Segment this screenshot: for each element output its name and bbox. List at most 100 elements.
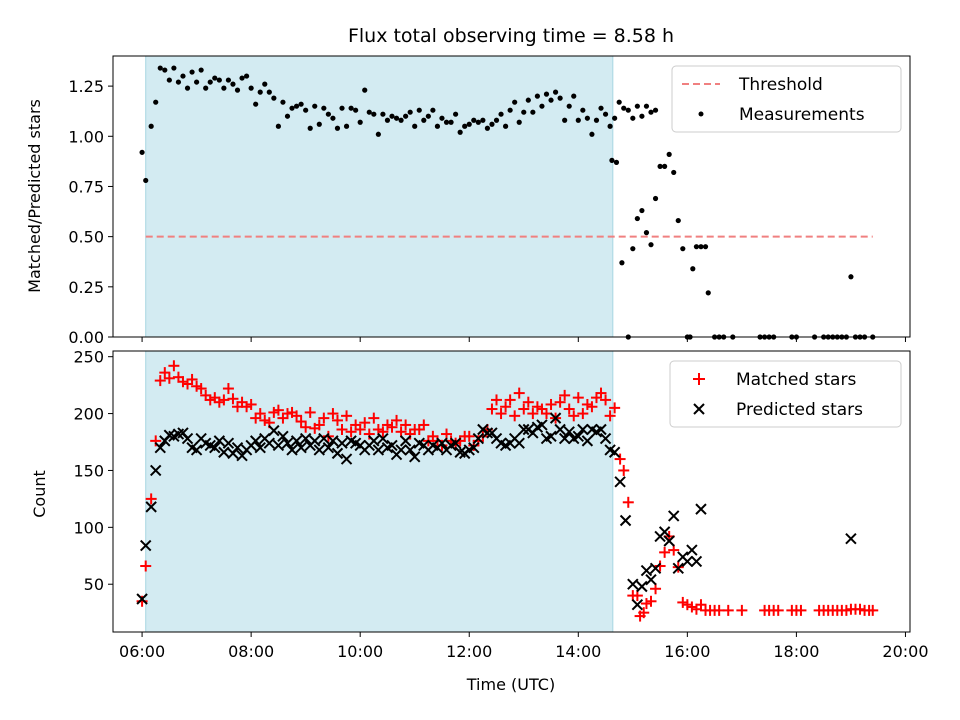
measurement-point (690, 266, 696, 272)
matched-point (563, 403, 575, 415)
matched-point (354, 423, 366, 435)
measurement-point (384, 117, 391, 123)
measurement-point (212, 75, 218, 81)
measurement-point (484, 125, 491, 131)
measurement-point (584, 115, 590, 121)
predicted-point (150, 464, 162, 477)
observing-window-shade-top (145, 56, 613, 337)
measurement-point (705, 290, 711, 296)
predicted-point (181, 432, 194, 445)
y-tick-label: 0.75 (68, 177, 104, 196)
predicted-point (222, 437, 235, 449)
predicted-point (536, 419, 548, 431)
predicted-point (649, 562, 662, 574)
y-tick-label: 0.00 (68, 328, 104, 347)
measurement-point (166, 77, 172, 83)
measurement-point (593, 117, 600, 123)
predicted-point (327, 435, 339, 447)
measurement-point (702, 244, 709, 250)
measurement-point (462, 123, 468, 129)
measurement-point (848, 274, 854, 280)
predicted-point (668, 510, 680, 522)
measurement-point (162, 67, 168, 73)
measurement-point (203, 85, 209, 91)
predicted-point (145, 501, 157, 513)
measurement-point (480, 117, 486, 123)
measurement-point (248, 85, 254, 91)
measurement-point (216, 77, 222, 83)
matched-point (254, 408, 266, 420)
matched-point (159, 367, 171, 379)
top-y-axis-label: Matched/Predicted stars (25, 99, 44, 293)
matched-point (300, 421, 312, 433)
measurement-point (652, 107, 659, 113)
y-tick-label: 1.25 (68, 77, 104, 96)
measurement-point (307, 125, 313, 131)
measurement-point (275, 123, 281, 129)
measurement-point (662, 163, 668, 169)
measurement-point (562, 117, 568, 123)
legend-predicted-swatch (693, 403, 705, 415)
predicted-point (340, 453, 353, 465)
legend-matched-label: Matched stars (736, 370, 856, 390)
measurement-point (493, 117, 500, 123)
matched-point (386, 421, 398, 433)
predicted-point (681, 555, 694, 568)
measurement-point (416, 107, 422, 113)
matched-point (504, 394, 516, 406)
matched-point (545, 398, 557, 410)
measurement-point (471, 117, 477, 123)
measurement-point (139, 149, 145, 155)
y-tick-label: 0.25 (68, 278, 104, 297)
measurement-point (257, 89, 263, 95)
legend-matched-swatch (693, 373, 705, 385)
measurement-point (189, 69, 195, 75)
predicted-point (322, 441, 335, 454)
predicted-point (690, 555, 703, 568)
matched-point (559, 389, 571, 401)
measurement-point (502, 123, 509, 129)
matched-point (327, 408, 339, 420)
matched-point (359, 417, 371, 429)
measurement-point (512, 99, 518, 105)
measurement-point (221, 85, 227, 91)
matched-point (140, 560, 152, 572)
predicted-point (231, 441, 244, 454)
predicted-point (608, 446, 621, 458)
measurement-point (613, 159, 620, 165)
measurement-point (289, 105, 295, 111)
measurement-point (648, 109, 654, 115)
predicted-point (409, 451, 421, 463)
predicted-point (686, 544, 698, 556)
measurement-point (412, 123, 418, 129)
measurement-point (230, 81, 236, 87)
predicted-point (263, 437, 276, 449)
x-tick-label: 06:00 (119, 642, 165, 661)
measurement-point (366, 109, 372, 115)
predicted-point (286, 444, 298, 456)
predicted-point (295, 441, 307, 454)
matched-point (391, 414, 403, 426)
measurement-point (184, 85, 191, 91)
measurement-point (153, 99, 159, 105)
x-tick-label: 18:00 (773, 642, 819, 661)
matched-point (145, 493, 157, 505)
legend-threshold-label: Threshold (738, 75, 823, 95)
top-x-ticks (141, 337, 906, 342)
matched-point (345, 426, 357, 438)
measurement-point (675, 217, 681, 224)
measurement-point (475, 119, 481, 125)
bottom-panel: 50 100 150 200 250 06:00 08:00 10:00 12:00 14:00… (30, 348, 929, 694)
matched-point (295, 416, 307, 428)
measurement-point (539, 103, 545, 109)
measurement-point (657, 163, 663, 169)
predicted-point (563, 426, 575, 438)
legend-predicted-label: Predicted stars (736, 400, 863, 420)
y-tick-label: 250 (73, 348, 104, 367)
predicted-point (845, 533, 857, 545)
predicted-point (577, 423, 589, 436)
measurement-point (666, 151, 672, 157)
measurement-point (534, 93, 541, 99)
measurement-point (453, 111, 459, 117)
measurement-point (434, 123, 441, 129)
